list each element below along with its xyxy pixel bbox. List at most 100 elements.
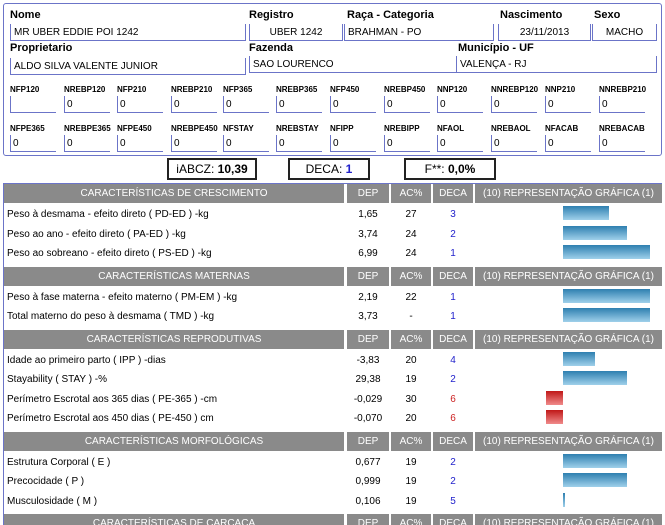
nf-label: NREBPE365 [64, 124, 111, 133]
trait-deca: 6 [450, 413, 456, 424]
trait-ac: 19 [405, 456, 417, 468]
nf-label: NFP365 [223, 85, 253, 94]
trait-dep: -0,070 [353, 413, 383, 424]
trait-name: Total materno do peso à desmama ( TMD ) … [7, 311, 215, 322]
col-deca-header: DECA [433, 184, 473, 203]
trait-name: Stayability ( STAY ) -% [7, 374, 108, 385]
trait-row: Perímetro Escrotal aos 450 dias ( PE-450… [4, 410, 663, 428]
col-ac-header: AC% [391, 514, 431, 525]
trait-name: Peso à fase materna - efeito materno ( P… [7, 291, 238, 303]
deca-value: 1 [345, 162, 353, 176]
deca-bar [563, 473, 628, 487]
municipio-field: VALENÇA - RJ [456, 56, 657, 73]
nome-label: Nome [10, 9, 41, 21]
proprietario-label: Proprietario [10, 42, 73, 54]
raca-field: BRAHMAN - PO [344, 24, 494, 41]
nf-label: NNP120 [437, 85, 468, 94]
col-deca-header: DECA [433, 266, 473, 286]
nf-label: NNREBP120 [491, 85, 539, 94]
trait-name: Perímetro Escrotal aos 450 dias ( PE-450… [7, 413, 214, 424]
trait-row: Musculosidade ( M ) 0,106 19 5 [4, 492, 663, 511]
trait-row: Peso ao ano - efeito direto ( PA-ED ) -k… [4, 225, 663, 244]
col-ac-header: AC% [391, 184, 431, 203]
trait-name: Peso ao sobreano - efeito direto ( PS-ED… [7, 248, 212, 259]
nf-value-field: 0 [276, 135, 322, 152]
col-graph-header: (10) REPRESENTAÇÃO GRÁFICA (1) [475, 184, 662, 203]
trait-deca: 2 [450, 476, 456, 487]
section-title: CARACTERÍSTICAS DE CARCAÇA [4, 514, 344, 525]
deca-bar [563, 308, 651, 322]
trait-dep: 2,19 [358, 291, 378, 303]
trait-dep: -0,029 [353, 393, 383, 405]
deca-box: DECA: 1 [288, 158, 370, 180]
deca-bar [563, 225, 628, 240]
nf-value-field: 0 [545, 96, 591, 113]
trait-name: Musculosidade ( M ) [7, 495, 98, 507]
col-ac-header: AC% [391, 329, 431, 349]
deca-bar [563, 371, 628, 385]
iabcz-value: 10,39 [217, 162, 248, 176]
nf-value-field: 0 [599, 96, 645, 113]
proprietario-field: ALDO SILVA VALENTE JUNIOR [10, 58, 246, 75]
nf-label: NFPE450 [117, 124, 152, 133]
nf-value-field: 0 [117, 96, 163, 113]
trait-row: Peso à fase materna - efeito materno ( P… [4, 288, 663, 307]
nf-value-field: 0 [491, 135, 537, 152]
nf-label: NREBACAB [599, 124, 645, 133]
nf-value-field: 0 [223, 96, 269, 113]
col-graph-header: (10) REPRESENTAÇÃO GRÁFICA (1) [475, 329, 662, 349]
trait-dep: 3,74 [358, 228, 378, 240]
trait-name: Perímetro Escrotal aos 365 dias ( PE-365… [7, 393, 218, 405]
trait-row: Idade ao primeiro parto ( IPP ) -dias -3,… [4, 351, 663, 370]
registro-field: UBER 1242 [249, 24, 343, 41]
col-deca-header: DECA [433, 431, 473, 451]
trait-row: Total materno do peso à desmama ( TMD ) … [4, 308, 663, 326]
col-graph-header: (10) REPRESENTAÇÃO GRÁFICA (1) [475, 266, 662, 286]
col-dep-header: DEP [347, 184, 389, 203]
trait-row: Estrutura Corporal ( E ) 0,677 19 2 [4, 453, 663, 472]
nf-label: NNREBP210 [599, 85, 647, 94]
nf-value-field: 0 [223, 135, 269, 152]
section-title: CARACTERÍSTICAS DE CRESCIMENTO [4, 184, 344, 203]
col-deca-header: DECA [433, 329, 473, 349]
trait-ac: 19 [405, 495, 417, 507]
trait-ac: 20 [405, 413, 417, 424]
section-header: CARACTERÍSTICAS DE CRESCIMENTO DEP AC% DECA… [4, 184, 663, 203]
trait-ac: 27 [405, 209, 417, 220]
deca-bar [546, 390, 563, 405]
trait-deca: 4 [450, 354, 456, 366]
nf-value-field [10, 96, 56, 113]
trait-deca: 1 [450, 311, 456, 322]
trait-name: Idade ao primeiro parto ( IPP ) -dias [7, 354, 166, 366]
nf-value-field: 0 [384, 135, 430, 152]
trait-deca: 3 [450, 209, 456, 220]
nf-value-field: 0 [437, 96, 483, 113]
registro-label: Registro [249, 9, 294, 21]
col-dep-header: DEP [347, 431, 389, 451]
f-label: F**: [424, 162, 445, 176]
deca-bar [563, 206, 609, 220]
nf-label: NFP210 [117, 85, 147, 94]
fazenda-label: Fazenda [249, 42, 294, 54]
trait-deca: 2 [450, 228, 456, 240]
f-box: F**: 0,0% [404, 158, 496, 180]
municipio-label: Município - UF [458, 42, 534, 54]
nf-label: NFP120 [10, 85, 40, 94]
trait-deca: 6 [450, 393, 456, 405]
trait-deca: 2 [450, 374, 456, 385]
col-dep-header: DEP [347, 514, 389, 525]
nf-value-field: 0 [10, 135, 56, 152]
section-header: CARACTERÍSTICAS MATERNAS DEP AC% DECA (10) R… [4, 266, 663, 286]
nf-label: NREBAOL [491, 124, 531, 133]
deca-bar [563, 288, 651, 303]
nf-value-field: 0 [545, 135, 591, 152]
section-title: CARACTERÍSTICAS REPRODUTIVAS [4, 329, 344, 349]
trait-dep: 29,38 [355, 374, 381, 385]
nascimento-label: Nascimento [500, 9, 563, 21]
nf-value-field: 0 [491, 96, 537, 113]
trait-dep: 0,106 [355, 495, 381, 507]
deca-bar [546, 410, 563, 424]
trait-ac: 30 [405, 393, 417, 405]
col-ac-header: AC% [391, 431, 431, 451]
nf-label: NFIPP [330, 124, 354, 133]
